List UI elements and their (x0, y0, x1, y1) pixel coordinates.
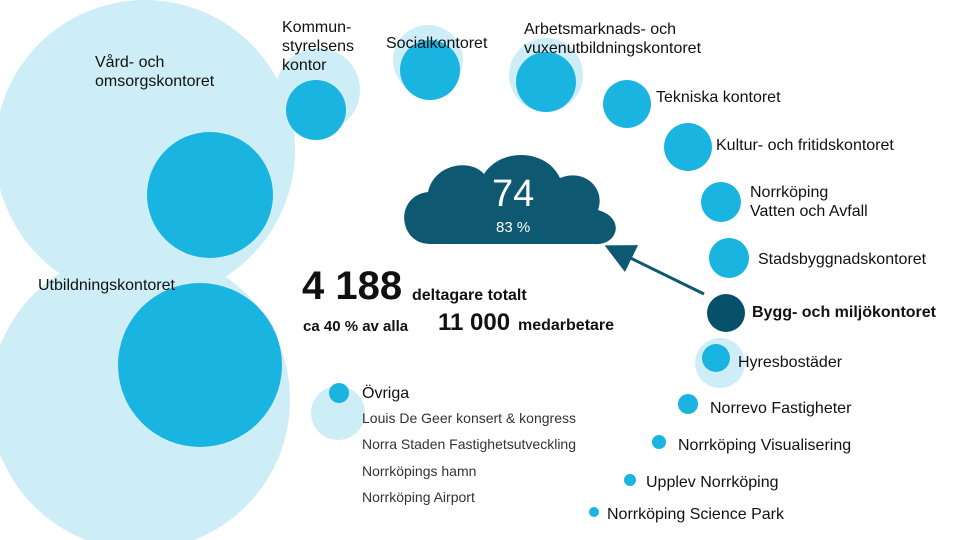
kultur-circle (664, 123, 712, 171)
ovriga-item: Norra Staden Fastighetsutveckling (362, 436, 576, 452)
utbildning-inner-circle (118, 283, 282, 447)
stat-employees: 11 000 (438, 309, 511, 336)
label-ovriga: Övriga (362, 385, 410, 402)
vard-inner-circle (147, 132, 273, 258)
ovriga-item: Norrköpings hamn (362, 463, 477, 479)
label-utbildning: Utbildningskontoret (38, 277, 175, 294)
ovriga-item: Louis De Geer konsert & kongress (362, 410, 576, 426)
label-bygg: Bygg- och miljökontoret (752, 304, 936, 321)
social-inner-circle (400, 40, 460, 100)
ovriga-item: Norrköping Airport (362, 489, 475, 505)
ovriga-outer-circle (311, 386, 365, 440)
tekniska-circle (603, 80, 651, 128)
label-visualisering: Norrköping Visualisering (678, 437, 852, 454)
stat-total: 4 188 (302, 264, 403, 308)
stat-prefix: ca 40 % av alla (303, 318, 409, 335)
label-vatten: Norrköping Vatten och Avfall (750, 184, 868, 220)
cloud-number: 74 (492, 173, 535, 215)
cloud-percent: 83 % (496, 219, 531, 236)
stadsbygg-circle (709, 238, 749, 278)
stat-employees-label: medarbetare (518, 317, 615, 334)
label-social: Socialkontoret (386, 35, 488, 52)
ovriga-inner-circle (329, 383, 349, 403)
norrevo-circle (678, 394, 698, 414)
label-kommun: Kommun- styrelsens kontor (282, 19, 355, 74)
label-norrevo: Norrevo Fastigheter (710, 400, 852, 417)
label-upplev: Upplev Norrköping (646, 474, 779, 491)
hyres-inner-circle (702, 344, 730, 372)
upplev-circle (624, 474, 636, 486)
label-vard: Vård- och omsorgskontoret (95, 54, 215, 90)
bygg-circle (707, 294, 745, 332)
label-stadsbygg: Stadsbyggnadskontoret (758, 251, 927, 268)
kommun-inner-circle (286, 80, 346, 140)
vatten-circle (701, 182, 741, 222)
stat-total-label: deltagare totalt (412, 287, 527, 304)
label-science: Norrköping Science Park (607, 506, 784, 523)
cloud-shape (404, 154, 616, 245)
label-kultur: Kultur- och fritidskontoret (716, 137, 894, 154)
visualisering-circle (652, 435, 666, 449)
label-arbets: Arbetsmarknads- och vuxenutbildningskont… (524, 21, 702, 57)
arbets-inner-circle (516, 52, 576, 112)
label-tekniska: Tekniska kontoret (656, 89, 781, 106)
label-hyres: Hyresbostäder (738, 354, 843, 371)
science-circle (589, 507, 599, 517)
arrow (604, 245, 705, 296)
